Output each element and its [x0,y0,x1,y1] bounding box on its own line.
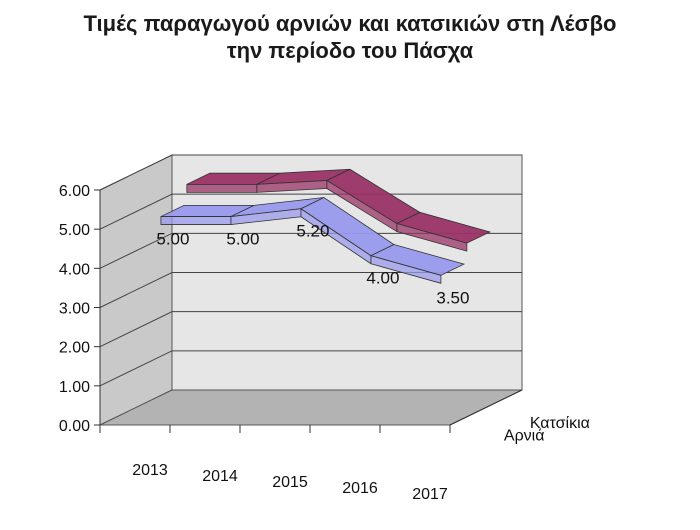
floor [99,389,523,426]
data-label: 5.00 [156,230,189,249]
chart-series-ribbons [160,168,492,284]
depth-axis [449,389,523,426]
y-tick-label: 5.00 [59,222,90,239]
gridline [99,154,522,191]
y-tick-label: 6.00 [59,183,90,200]
chart-title-line2: την περίοδο του Πάσχα [226,38,474,63]
y-tick-label: 4.00 [59,261,90,278]
series-segment-front [396,223,468,252]
series-segment-front [160,216,232,225]
x-tick-label: 2015 [272,474,308,491]
chart-gridlines [99,154,522,387]
series-segment-front [370,255,442,284]
data-label: 5.00 [226,230,259,249]
x-tick-label: 2013 [132,462,168,479]
y-tick-label: 2.00 [59,340,90,357]
y-tick-label: 0.00 [59,418,90,435]
y-tick-label: 1.00 [59,379,90,396]
x-tick-label: 2016 [342,480,378,497]
data-label: 5.20 [296,222,329,241]
chart-data-labels: 5.00 5.00 5.20 4.00 3.50 [156,222,469,308]
x-tick-label: 2017 [412,486,448,503]
series-segment-front [186,183,258,193]
x-tick-label: 2014 [202,468,238,485]
gridline [99,311,522,348]
chart-axes: 0.00 1.00 2.00 3.00 4.00 5.00 6.00 2013 2014 2015… [59,183,590,503]
data-label: 4.00 [366,269,399,288]
series-name-label: Αρνιά [504,427,545,444]
series-name-label: Κατσίκια [530,415,590,432]
y-tick-label: 3.00 [59,301,90,318]
chart-title-line1: Τιμές παραγωγού αρνιών και κατσικιών στη… [83,11,617,36]
gridline [99,193,522,230]
gridline [99,350,522,387]
chart-title: Τιμές παραγωγού αρνιών και κατσικιών στη… [0,10,700,64]
data-label: 3.50 [436,288,469,307]
